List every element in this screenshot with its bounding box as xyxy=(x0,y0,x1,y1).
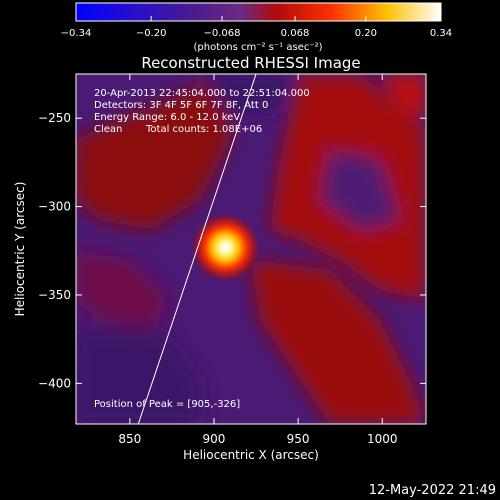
x-tick-label: 850 xyxy=(118,432,141,446)
colorbar-gradient xyxy=(75,2,442,22)
heatmap-feature-dark-top xyxy=(200,74,290,120)
colorbar-ticks: −0.34 −0.20 −0.068 0.068 0.20 0.34 xyxy=(61,16,452,39)
annotation-detectors: Detectors: 3F 4F 5F 6F 7F 8F, Att 0 xyxy=(94,100,268,111)
colorbar-tick-label: 0.20 xyxy=(355,28,377,39)
x-axis-ticks: 850 900 950 1000 xyxy=(118,74,398,446)
annotation-time-range: 20-Apr-2013 22:45:04.000 to 22:51:04.000 xyxy=(94,88,310,99)
y-tick-label: −250 xyxy=(38,111,71,125)
colorbar-tick-label: 0.068 xyxy=(281,28,310,39)
colorbar-tick-label: −0.068 xyxy=(203,28,240,39)
x-tick-label: 1000 xyxy=(367,432,398,446)
annotation-method: Clean xyxy=(94,124,122,135)
solar-limb-line xyxy=(137,74,257,424)
colorbar-tick-label: −0.34 xyxy=(61,28,92,39)
colorbar-unit-label: (photons cm⁻² s⁻¹ asec⁻²) xyxy=(193,42,322,53)
heatmap-feature-red-top-right xyxy=(380,74,426,120)
y-tick-label: −350 xyxy=(38,288,71,302)
y-axis-ticks: −250 −300 −350 −400 xyxy=(38,111,426,390)
footer-timestamp: 12-May-2022 21:49 xyxy=(369,483,496,498)
colorbar-tick-label: −0.20 xyxy=(136,28,167,39)
colorbar: −0.34 −0.20 −0.068 0.068 0.20 0.34 (photons c… xyxy=(61,2,452,53)
y-axis-label: Heliocentric Y (arcsec) xyxy=(13,182,27,317)
colorbar-tick-label: 0.34 xyxy=(430,28,452,39)
annotation-block: 20-Apr-2013 22:45:04.000 to 22:51:04.000… xyxy=(94,88,310,410)
annotation-energy-range: Energy Range: 6.0 - 12.0 keV xyxy=(94,112,240,123)
heatmap-feature-red-left-lower xyxy=(76,250,170,330)
y-tick-label: −400 xyxy=(38,376,71,390)
heatmap-feature-dark-lower-left xyxy=(76,330,200,424)
annotation-peak-position: Position of Peak = [905,-326] xyxy=(94,399,240,410)
peak-source xyxy=(191,213,260,282)
plot-frame xyxy=(75,73,427,425)
chart-title: Reconstructed RHESSI Image xyxy=(141,54,360,72)
heatmap-feature-dark-right-middle xyxy=(320,150,400,230)
x-axis-label: Heliocentric X (arcsec) xyxy=(183,448,319,462)
annotation-total-counts: Total counts: 1.08E+06 xyxy=(145,124,262,135)
y-tick-label: −300 xyxy=(38,200,71,214)
x-tick-label: 900 xyxy=(203,432,226,446)
heatmap-image xyxy=(76,74,426,424)
x-tick-label: 950 xyxy=(287,432,310,446)
heatmap-feature-red-upper-left xyxy=(76,74,240,230)
heatmap-feature-red-lower-right xyxy=(250,260,426,424)
